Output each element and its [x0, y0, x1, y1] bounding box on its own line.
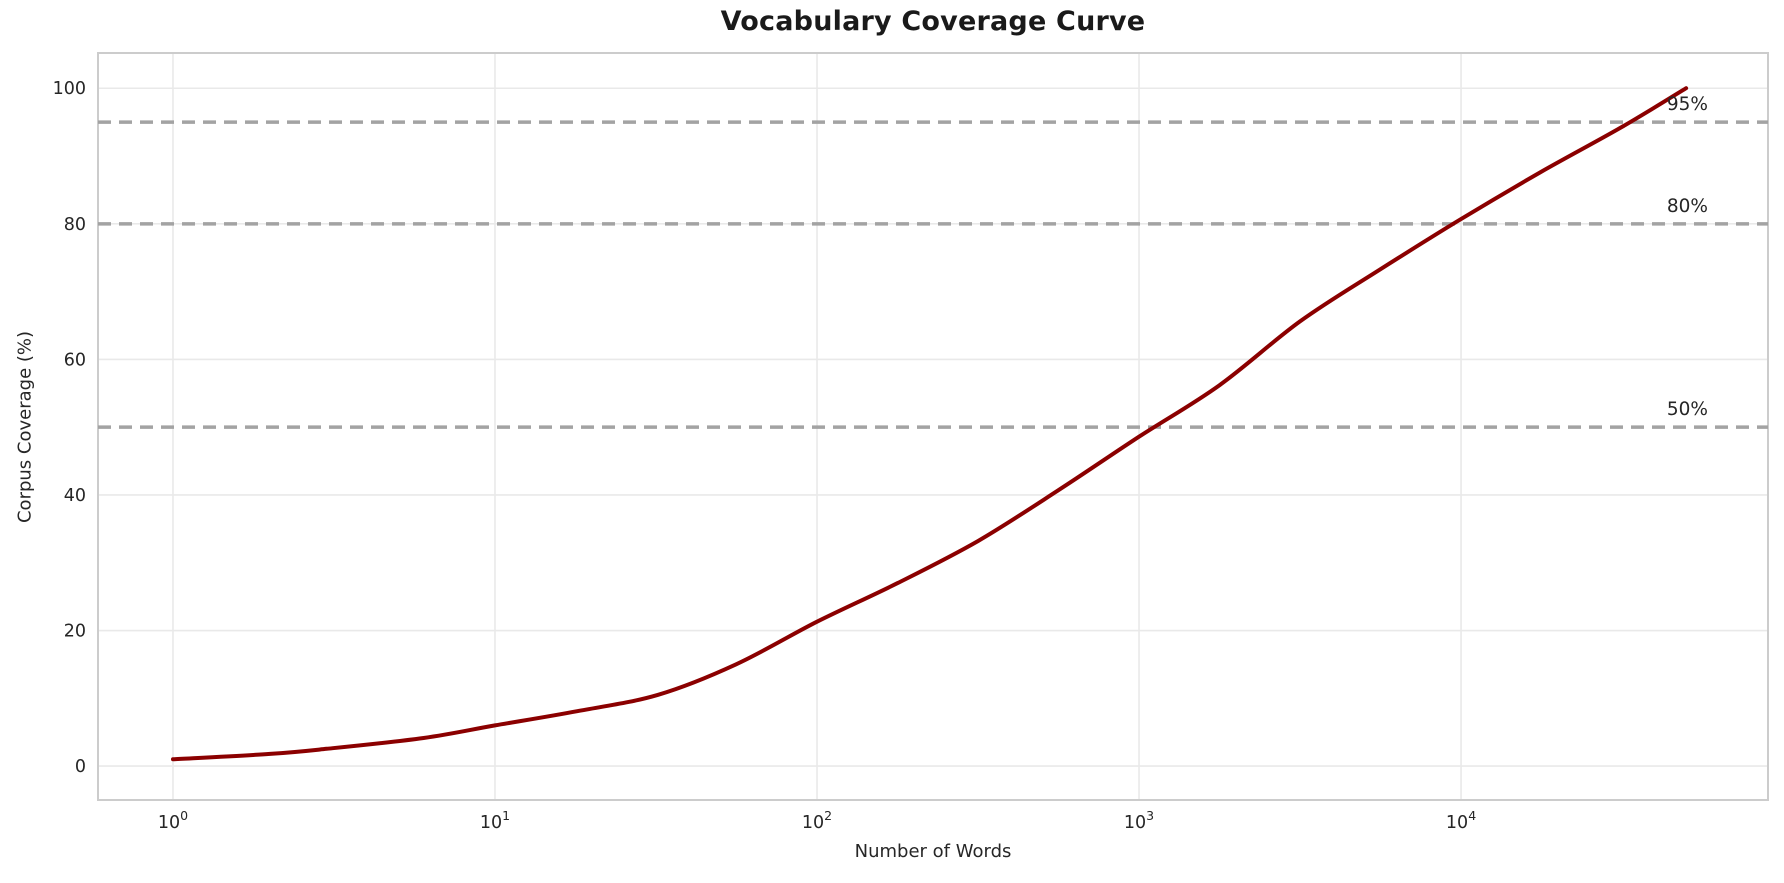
chart-title: Vocabulary Coverage Curve — [720, 6, 1146, 37]
threshold-label-50: 50% — [1667, 399, 1708, 420]
vocabulary-coverage-curve — [171, 86, 1689, 762]
y-tick-label-80: 80 — [64, 215, 86, 235]
y-axis-label: Corpus Coverage (%) — [14, 330, 36, 524]
y-tick-label-0: 0 — [75, 757, 86, 777]
x-tick-label-10e4: 104 — [1446, 808, 1476, 833]
x-axis-label: Number of Words — [854, 841, 1012, 862]
threshold-label-95: 95% — [1667, 94, 1708, 115]
x-tick-label-10e3: 103 — [1124, 808, 1154, 833]
y-tick-label-40: 40 — [64, 486, 86, 506]
y-tick-label-100: 100 — [53, 79, 86, 99]
y-tick-label-60: 60 — [64, 350, 86, 370]
x-tick-label-10e2: 102 — [802, 808, 832, 833]
x-tick-label-10e1: 101 — [480, 808, 510, 833]
x-tick-label-10e0: 100 — [158, 808, 188, 833]
threshold-label-80: 80% — [1667, 196, 1708, 217]
y-tick-label-20: 20 — [64, 622, 86, 642]
